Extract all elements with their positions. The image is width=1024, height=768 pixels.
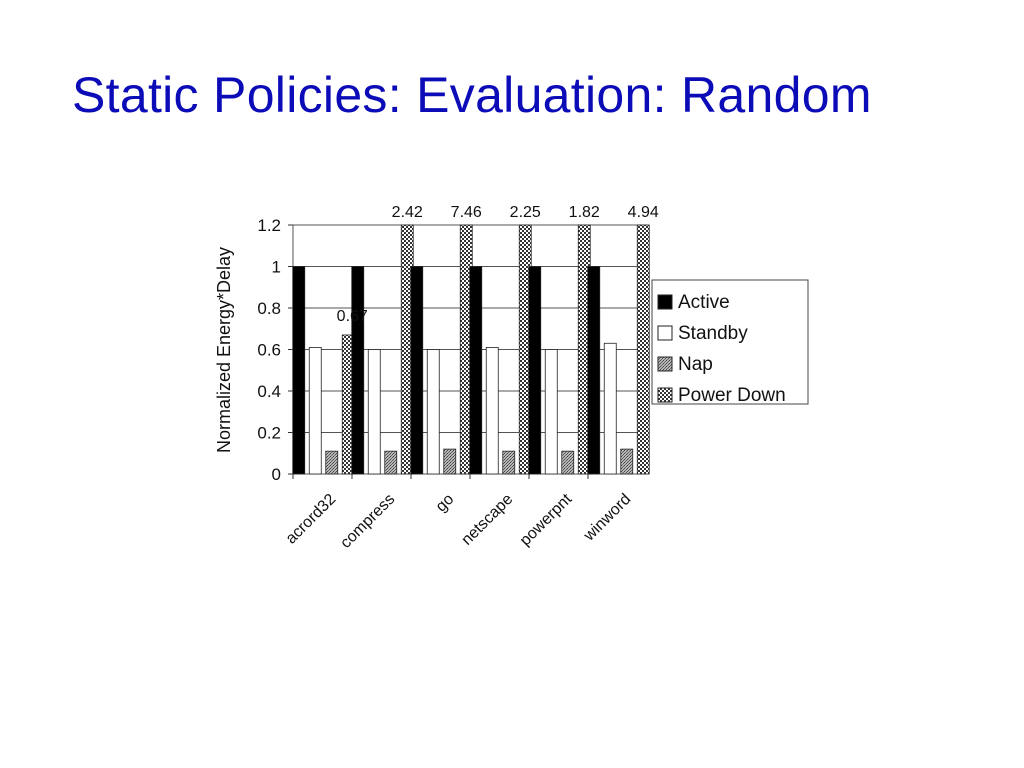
legend-swatch-standby: [657, 325, 673, 341]
y-tick-label: 0.8: [257, 299, 281, 318]
x-tick-label: winword: [580, 491, 634, 545]
y-tick-label: 1: [272, 258, 281, 277]
x-tick-label: go: [433, 491, 458, 516]
legend-swatch-power-down: [657, 387, 673, 403]
bar-standby-acrord32: [308, 347, 322, 475]
bar-active-go: [410, 266, 424, 475]
bar-standby-powerpnt: [544, 349, 558, 475]
bar-standby-netscape: [485, 347, 499, 475]
data-label: 2.25: [510, 204, 541, 221]
bar-active-acrord32: [292, 266, 306, 475]
bar-nap-acrord32: [325, 450, 339, 475]
data-label: 4.94: [628, 204, 659, 221]
y-tick-label: 0.2: [257, 424, 281, 443]
y-tick-label: 1.2: [257, 216, 281, 235]
bar-power-down-winword: [636, 224, 650, 475]
bar-active-compress: [351, 266, 365, 475]
bar-active-winword: [587, 266, 601, 475]
bar-nap-powerpnt: [561, 450, 575, 475]
legend-label: Active: [678, 292, 730, 313]
legend-label: Nap: [678, 354, 713, 375]
bar-nap-go: [443, 448, 457, 475]
x-tick-label: powerpnt: [517, 490, 576, 549]
x-tick-label: acrord32: [283, 491, 340, 548]
bar-nap-netscape: [502, 450, 516, 475]
y-tick-label: 0.4: [257, 382, 281, 401]
bar-nap-winword: [620, 448, 634, 475]
bar-active-netscape: [469, 266, 483, 475]
bar-standby-go: [426, 349, 440, 475]
legend-box: [651, 279, 809, 405]
data-label: 0.67: [337, 308, 368, 325]
bar-standby-winword: [603, 342, 617, 475]
legend-swatch-active: [657, 294, 673, 310]
legend-label: Standby: [678, 323, 748, 344]
slide-title: Static Policies: Evaluation: Random: [72, 67, 872, 123]
bar-nap-compress: [384, 450, 398, 475]
bar-standby-compress: [367, 349, 381, 475]
legend-swatch-nap: [657, 356, 673, 372]
data-label: 2.42: [392, 204, 423, 221]
x-tick-label: netscape: [458, 491, 516, 549]
y-tick-label: 0.6: [257, 341, 281, 360]
y-tick-label: 0: [272, 465, 281, 484]
x-tick-label: compress: [337, 491, 398, 552]
data-label: 7.46: [451, 204, 482, 221]
legend-label: Power Down: [678, 385, 786, 406]
bar-active-powerpnt: [528, 266, 542, 475]
data-label: 1.82: [569, 204, 600, 221]
y-axis-title: Normalized Energy*Delay: [214, 247, 234, 453]
